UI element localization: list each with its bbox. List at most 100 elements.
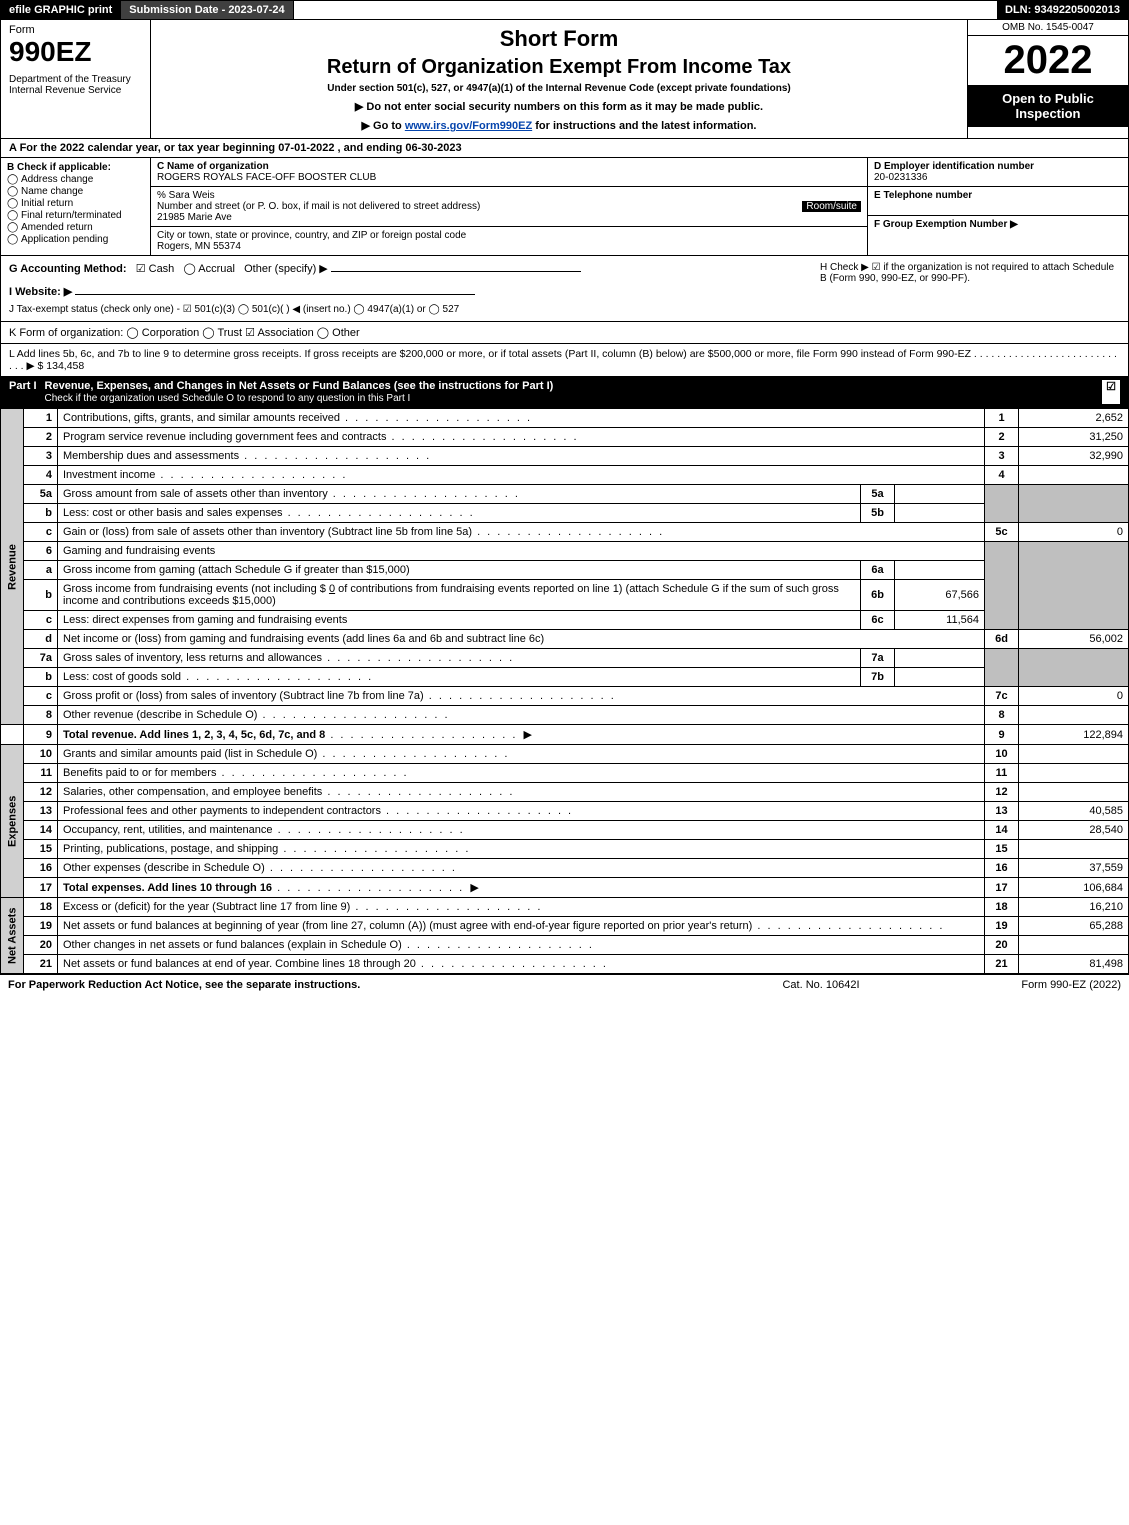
city: Rogers, MN 55374: [157, 241, 241, 252]
chk-final-return[interactable]: ◯ Final return/terminated: [7, 210, 144, 221]
r8-val: [1019, 706, 1129, 725]
form-word: Form: [9, 24, 142, 36]
r5ab-shade: [985, 485, 1019, 523]
r17-desc: Total expenses. Add lines 10 through 16 …: [58, 878, 985, 898]
c-care-street: % Sara Weis Number and street (or P. O. …: [151, 187, 867, 227]
r5a-desc: Gross amount from sale of assets other t…: [58, 485, 861, 504]
r5b-num: b: [24, 504, 58, 523]
r6b-sv: 67,566: [895, 580, 985, 611]
e-label: E Telephone number: [874, 190, 972, 201]
r10-num: 10: [24, 745, 58, 764]
r21-desc: Net assets or fund balances at end of ye…: [58, 955, 985, 974]
r18-val: 16,210: [1019, 898, 1129, 917]
return-title: Return of Organization Exempt From Incom…: [161, 56, 957, 79]
r6-shade: [985, 542, 1019, 630]
r16-desc: Other expenses (describe in Schedule O): [58, 859, 985, 878]
r4-num: 4: [24, 466, 58, 485]
r5ab-shade2: [1019, 485, 1129, 523]
d-label: D Employer identification number: [874, 161, 1034, 172]
website-input[interactable]: [75, 294, 475, 295]
other-specify-line[interactable]: [331, 271, 581, 272]
r18-num: 18: [24, 898, 58, 917]
efile-label[interactable]: efile GRAPHIC print: [1, 1, 121, 19]
r3-lbl: 3: [985, 447, 1019, 466]
chk-other[interactable]: Other (specify) ▶: [244, 263, 328, 275]
side-expenses: Expenses: [1, 745, 24, 898]
chk-accrual[interactable]: ◯ Accrual: [183, 263, 234, 275]
chk-address-change[interactable]: ◯ Address change: [7, 174, 144, 185]
r15-val: [1019, 840, 1129, 859]
r20-lbl: 20: [985, 936, 1019, 955]
c-name-block: C Name of organization ROGERS ROYALS FAC…: [151, 158, 867, 187]
c-city-block: City or town, state or province, country…: [151, 227, 867, 255]
r7c-lbl: 7c: [985, 687, 1019, 706]
department: Department of the Treasury Internal Reve…: [9, 74, 142, 96]
r6d-num: d: [24, 630, 58, 649]
r16-val: 37,559: [1019, 859, 1129, 878]
r6-shade2: [1019, 542, 1129, 630]
col-c: C Name of organization ROGERS ROYALS FAC…: [151, 158, 868, 255]
r19-num: 19: [24, 917, 58, 936]
r8-lbl: 8: [985, 706, 1019, 725]
room-label: Room/suite: [802, 201, 861, 212]
part-check[interactable]: ☑: [1102, 380, 1120, 404]
chk-amended-return[interactable]: ◯ Amended return: [7, 222, 144, 233]
r6b-sl: 6b: [861, 580, 895, 611]
r6c-num: c: [24, 611, 58, 630]
chk-initial-return[interactable]: ◯ Initial return: [7, 198, 144, 209]
chk-cash[interactable]: ☑ Cash: [136, 263, 175, 275]
r7b-sv: [895, 668, 985, 687]
r20-num: 20: [24, 936, 58, 955]
r4-lbl: 4: [985, 466, 1019, 485]
r7ab-shade: [985, 649, 1019, 687]
r12-desc: Salaries, other compensation, and employ…: [58, 783, 985, 802]
right-block: OMB No. 1545-0047 2022 Open to Public In…: [968, 20, 1128, 138]
b-label: B Check if applicable:: [7, 162, 144, 173]
r4-desc: Investment income: [58, 466, 985, 485]
r9-val: 122,894: [1019, 725, 1129, 745]
r5c-val: 0: [1019, 523, 1129, 542]
irs-link[interactable]: www.irs.gov/Form990EZ: [405, 120, 532, 132]
r7c-val: 0: [1019, 687, 1129, 706]
r10-val: [1019, 745, 1129, 764]
r1-num: 1: [24, 409, 58, 428]
under-section: Under section 501(c), 527, or 4947(a)(1)…: [161, 83, 957, 94]
r8-num: 8: [24, 706, 58, 725]
r5c-lbl: 5c: [985, 523, 1019, 542]
c-label: C Name of organization: [157, 161, 269, 172]
block-bcdef: B Check if applicable: ◯ Address change …: [0, 158, 1129, 256]
r18-lbl: 18: [985, 898, 1019, 917]
d-block: D Employer identification number 20-0231…: [868, 158, 1128, 187]
f-block: F Group Exemption Number ▶: [868, 216, 1128, 233]
r6a-sv: [895, 561, 985, 580]
goto-post: for instructions and the latest informat…: [532, 120, 756, 132]
form-number: 990EZ: [9, 36, 142, 68]
chk-application-pending[interactable]: ◯ Application pending: [7, 234, 144, 245]
r1-desc: Contributions, gifts, grants, and simila…: [58, 409, 985, 428]
r5a-sl: 5a: [861, 485, 895, 504]
r3-num: 3: [24, 447, 58, 466]
r6c-sl: 6c: [861, 611, 895, 630]
r1-lbl: 1: [985, 409, 1019, 428]
r5c-desc: Gain or (loss) from sale of assets other…: [58, 523, 985, 542]
street: 21985 Marie Ave: [157, 212, 232, 223]
h-block: H Check ▶ ☑ if the organization is not r…: [820, 262, 1120, 315]
short-form-title: Short Form: [161, 26, 957, 52]
r5a-num: 5a: [24, 485, 58, 504]
r13-num: 13: [24, 802, 58, 821]
r13-val: 40,585: [1019, 802, 1129, 821]
r14-lbl: 14: [985, 821, 1019, 840]
r8-desc: Other revenue (describe in Schedule O): [58, 706, 985, 725]
form-id-block: Form 990EZ Department of the Treasury In…: [1, 20, 151, 138]
f-label: F Group Exemption Number ▶: [874, 219, 1018, 230]
omb-number: OMB No. 1545-0047: [968, 20, 1128, 36]
r11-lbl: 11: [985, 764, 1019, 783]
r6-num: 6: [24, 542, 58, 561]
goto-line: ▶ Go to www.irs.gov/Form990EZ for instru…: [161, 119, 957, 132]
r13-desc: Professional fees and other payments to …: [58, 802, 985, 821]
title-block: Short Form Return of Organization Exempt…: [151, 20, 968, 138]
chk-name-change[interactable]: ◯ Name change: [7, 186, 144, 197]
r19-desc: Net assets or fund balances at beginning…: [58, 917, 985, 936]
r6-desc: Gaming and fundraising events: [58, 542, 985, 561]
line-k: K Form of organization: ◯ Corporation ◯ …: [0, 322, 1129, 344]
